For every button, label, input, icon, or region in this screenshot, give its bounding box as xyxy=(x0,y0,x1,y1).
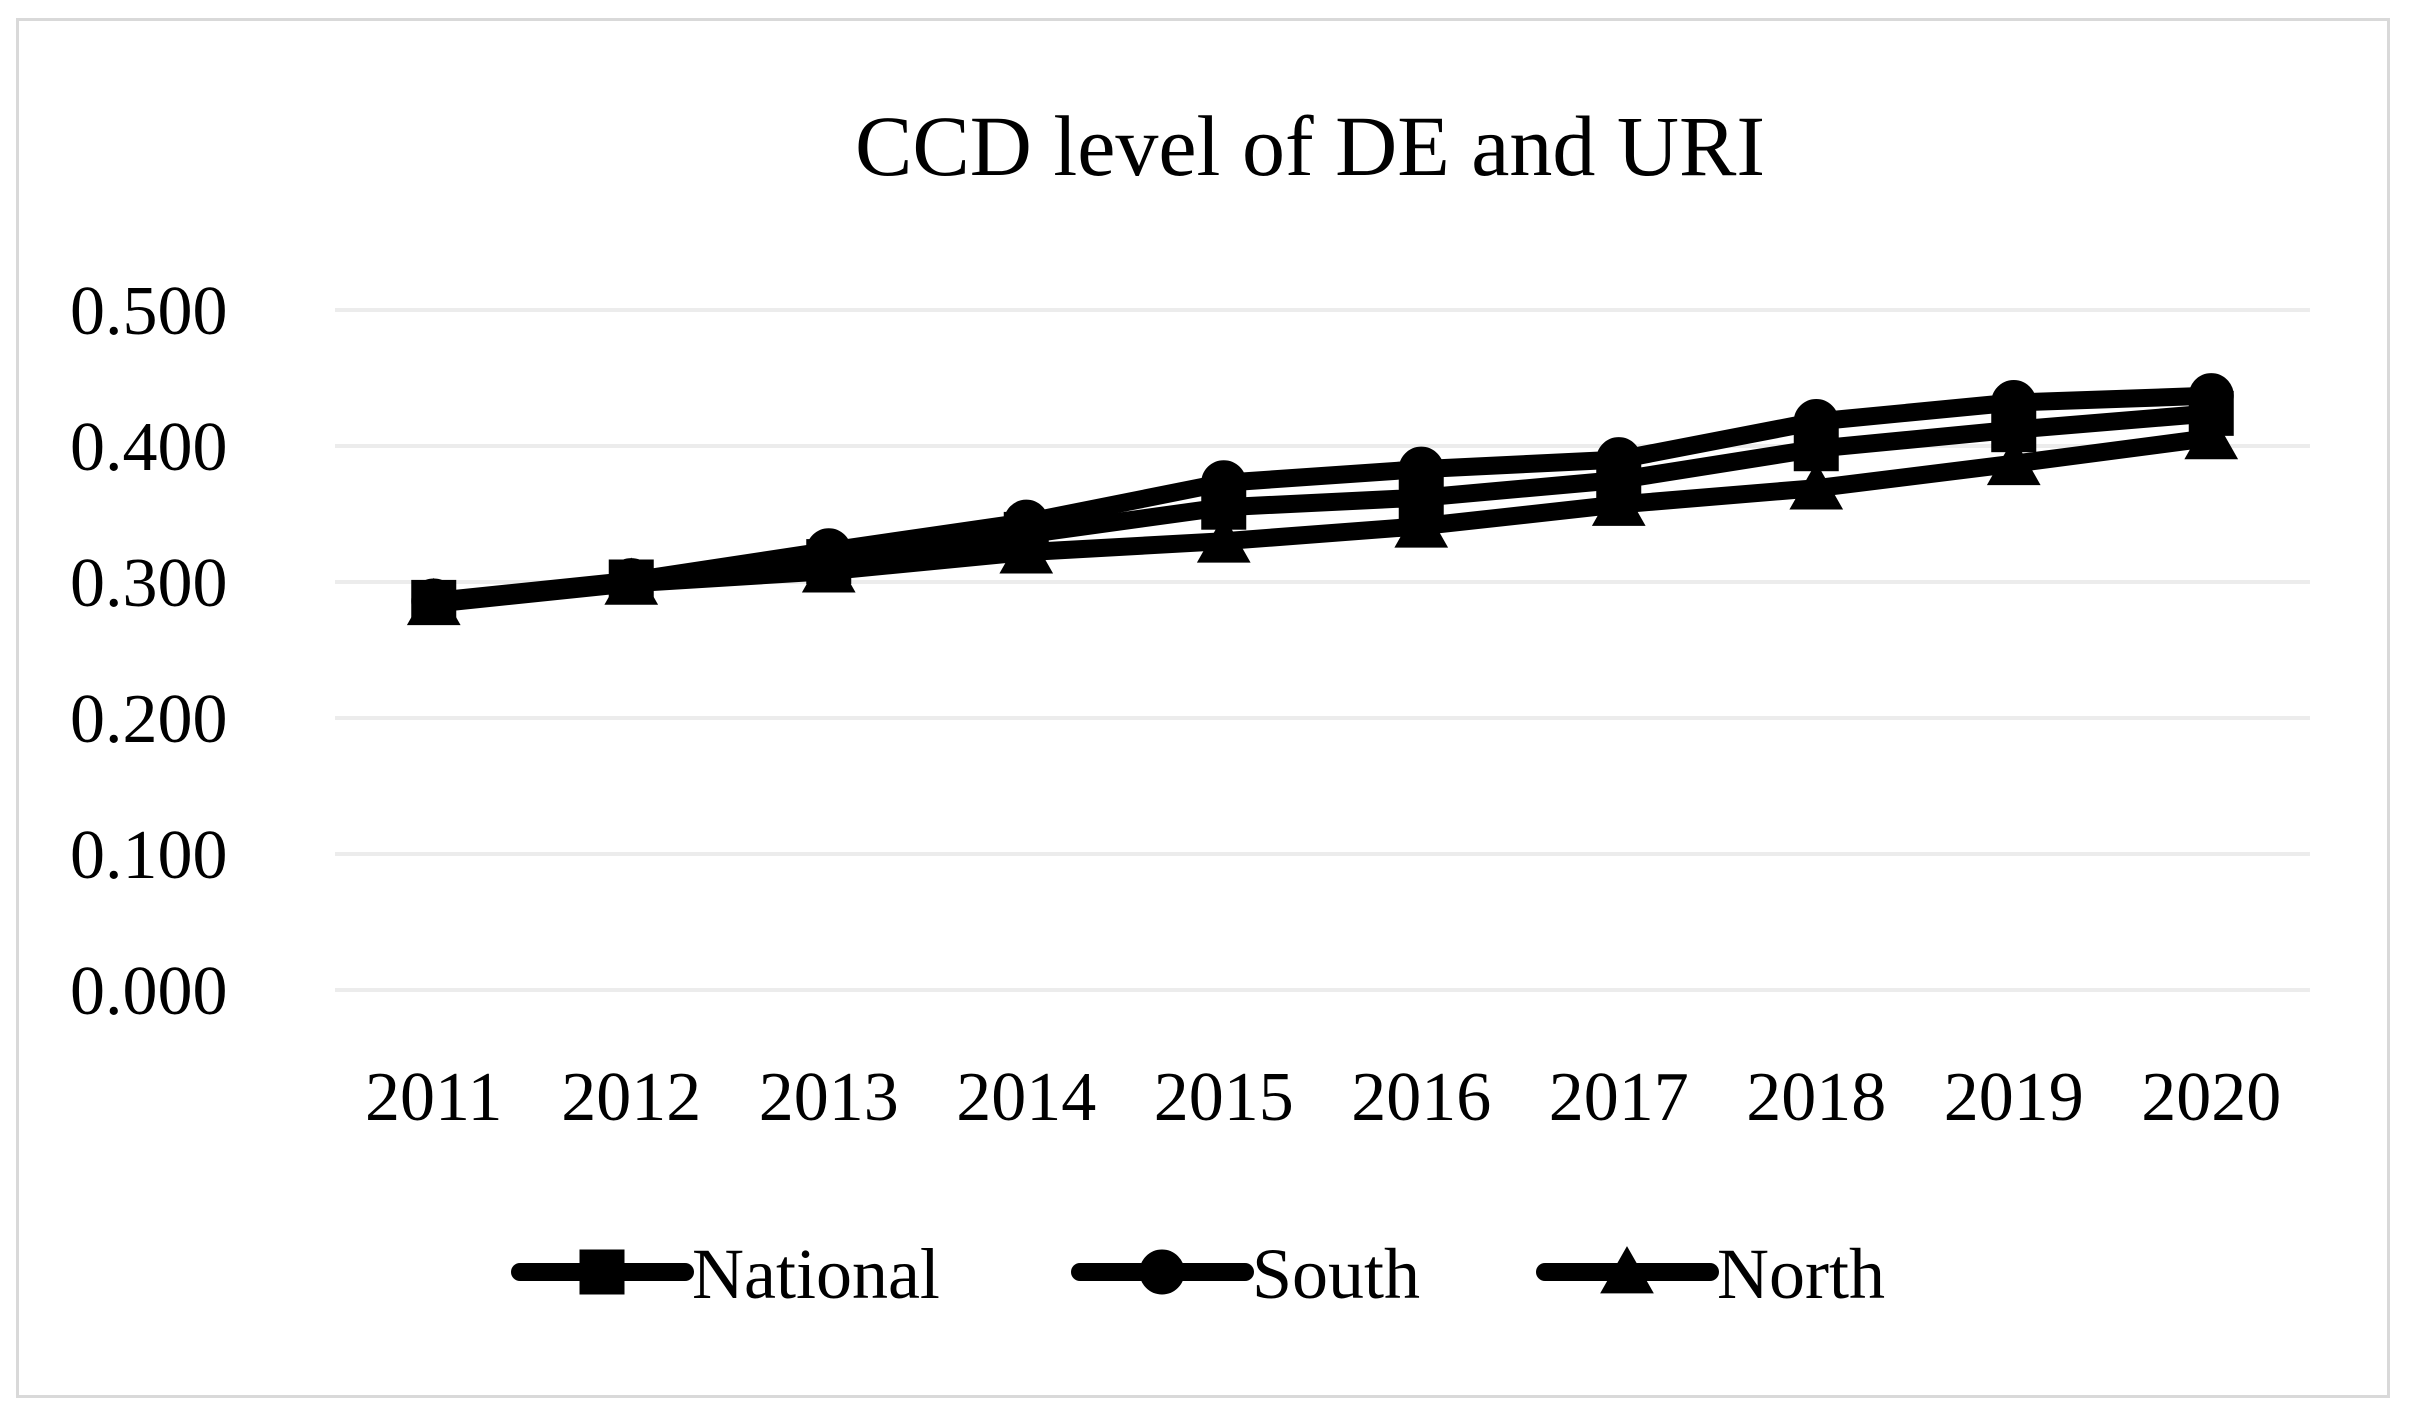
x-axis-tick-labels: 2011 2012 2013 2014 2015 2016 2017 2018 2019 2020 xyxy=(365,1059,2281,1136)
legend-label: South xyxy=(1252,1234,1420,1314)
chart-frame xyxy=(16,18,2390,1398)
x-tick-label: 2016 xyxy=(1351,1059,1491,1136)
data-point-south xyxy=(2188,373,2234,419)
x-tick-label: 2014 xyxy=(956,1059,1096,1136)
y-tick-label: 0.500 xyxy=(70,273,228,350)
x-tick-label: 2012 xyxy=(561,1059,701,1136)
data-point-south xyxy=(1793,399,1839,445)
data-point-north xyxy=(406,577,461,626)
x-tick-label: 2018 xyxy=(1746,1059,1886,1136)
data-point-north xyxy=(2184,411,2239,460)
data-point-north xyxy=(1196,515,1251,563)
legend-item-national[interactable]: National xyxy=(511,1234,940,1314)
legend-label: National xyxy=(692,1234,940,1314)
legend-item-south[interactable]: South xyxy=(1071,1234,1420,1314)
gridlines xyxy=(335,308,2310,992)
series-layer xyxy=(406,373,2239,626)
x-tick-label: 2020 xyxy=(2141,1059,2281,1136)
series-line-north xyxy=(424,428,2221,613)
x-tick-label: 2019 xyxy=(1944,1059,2084,1136)
x-tick-label: 2015 xyxy=(1154,1059,1294,1136)
data-point-north xyxy=(1591,478,1646,526)
y-tick-label: 0.200 xyxy=(70,681,228,758)
legend-item-north[interactable]: North xyxy=(1536,1234,1885,1314)
y-axis-tick-labels: 0.000 0.100 0.200 0.300 0.400 0.500 xyxy=(70,273,228,1030)
legend-label: North xyxy=(1717,1234,1885,1314)
x-tick-label: 2011 xyxy=(365,1059,502,1136)
data-point-south xyxy=(1991,379,2037,425)
y-tick-label: 0.100 xyxy=(70,817,228,894)
y-tick-label: 0.000 xyxy=(70,953,228,1030)
series-north xyxy=(424,428,2221,613)
data-point-south xyxy=(1398,446,1444,492)
data-point-south xyxy=(1201,460,1247,506)
y-tick-label: 0.300 xyxy=(70,545,228,622)
data-point-south xyxy=(1596,437,1642,483)
chart-title: CCD level of DE and URI xyxy=(855,98,1765,194)
series-markers-north xyxy=(406,411,2239,626)
data-point-north xyxy=(999,526,1054,574)
x-tick-label: 2017 xyxy=(1549,1059,1689,1136)
legend[interactable]: National South North xyxy=(511,1234,1885,1314)
legend-marker-square xyxy=(579,1249,625,1295)
data-point-north xyxy=(801,545,856,593)
legend-marker-circle xyxy=(1139,1249,1185,1295)
data-point-north xyxy=(604,557,659,605)
data-point-north xyxy=(1789,462,1844,510)
legend-marker-triangle xyxy=(1600,1246,1654,1294)
y-tick-label: 0.400 xyxy=(70,409,228,486)
series-south xyxy=(424,386,2221,611)
x-tick-label: 2013 xyxy=(759,1059,899,1136)
series-line-south xyxy=(424,386,2221,611)
data-point-north xyxy=(1394,500,1449,548)
data-point-north xyxy=(1986,437,2041,486)
